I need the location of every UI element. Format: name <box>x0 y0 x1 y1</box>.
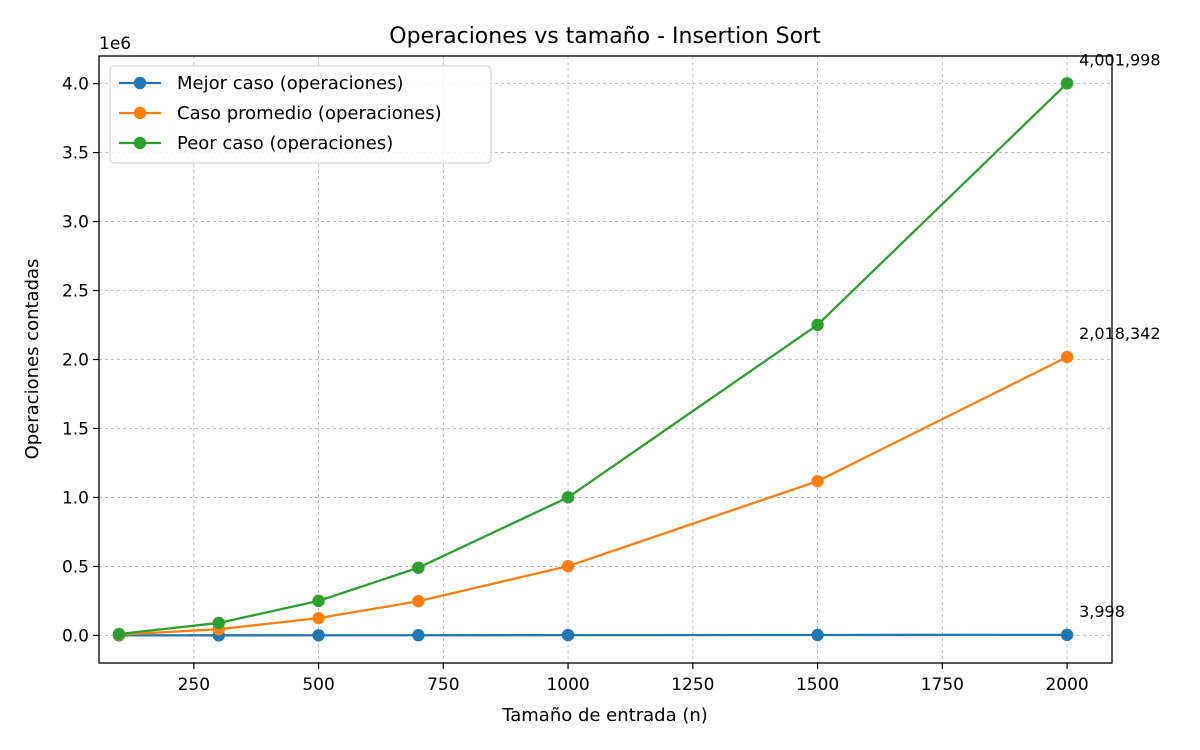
chart-title: Operaciones vs tamaño - Insertion Sort <box>389 24 821 49</box>
data-point <box>412 561 425 574</box>
legend-box <box>109 65 492 164</box>
annotations: 4,001,998 2,018,342 3,998 <box>1079 50 1160 621</box>
data-point <box>811 318 824 332</box>
data-point <box>1060 77 1074 90</box>
x-tick-label: 2000 <box>1045 675 1088 695</box>
y-axis-ticks: 0.0 0.5 1.0 1.5 2.0 2.5 3.0 3.5 4.0 <box>62 75 99 646</box>
legend: Mejor caso (operaciones) Caso promedio (o… <box>109 65 492 164</box>
y-tick-label: 1.0 <box>62 488 89 508</box>
y-tick-label: 0.5 <box>62 557 89 577</box>
data-point <box>811 474 824 488</box>
annotation-label: 4,001,998 <box>1079 50 1160 69</box>
y-tick-label: 1.5 <box>62 419 89 439</box>
data-point <box>561 491 575 504</box>
y-tick-label: 3.0 <box>62 213 89 233</box>
legend-marker <box>133 76 147 90</box>
data-point <box>561 559 575 573</box>
y-tick-label: 4.0 <box>62 75 89 95</box>
series-group <box>112 77 1074 642</box>
x-tick-label: 750 <box>427 675 459 695</box>
x-tick-label: 1500 <box>796 675 839 695</box>
legend-marker <box>133 106 147 120</box>
legend-label: Mejor caso (operaciones) <box>177 73 404 94</box>
x-axis-ticks: 250 500 750 1000 1250 1500 1750 2000 <box>178 663 1089 695</box>
x-tick-label: 1000 <box>546 675 589 695</box>
y-offset-label: 1e6 <box>99 34 131 54</box>
y-tick-label: 0.0 <box>62 626 89 646</box>
data-point <box>312 594 325 608</box>
data-point <box>412 594 425 608</box>
data-point <box>1060 350 1074 364</box>
y-axis-label: Operaciones contadas <box>22 259 43 460</box>
data-point <box>312 611 325 625</box>
y-tick-label: 2.5 <box>62 282 89 302</box>
plot-frame <box>98 55 1113 664</box>
y-tick-label: 2.0 <box>62 351 89 371</box>
legend-label: Peor caso (operaciones) <box>177 133 393 154</box>
x-tick-label: 500 <box>302 675 334 695</box>
data-point <box>561 628 575 642</box>
data-point <box>1060 628 1074 642</box>
annotation-label: 3,998 <box>1079 602 1125 621</box>
data-point <box>212 616 225 630</box>
data-point <box>811 628 824 642</box>
legend-label: Caso promedio (operaciones) <box>177 103 442 124</box>
x-axis-label: Tamaño de entrada (n) <box>501 705 708 726</box>
data-point <box>112 627 126 641</box>
x-tick-label: 1750 <box>921 675 964 695</box>
data-point <box>312 629 325 642</box>
x-tick-label: 1250 <box>671 675 714 695</box>
x-tick-label: 250 <box>178 675 210 695</box>
y-tick-label: 3.5 <box>62 144 89 164</box>
legend-marker <box>133 136 147 150</box>
data-point <box>412 629 425 642</box>
series-line-0 <box>118 633 1068 637</box>
annotation-label: 2,018,342 <box>1079 324 1160 343</box>
